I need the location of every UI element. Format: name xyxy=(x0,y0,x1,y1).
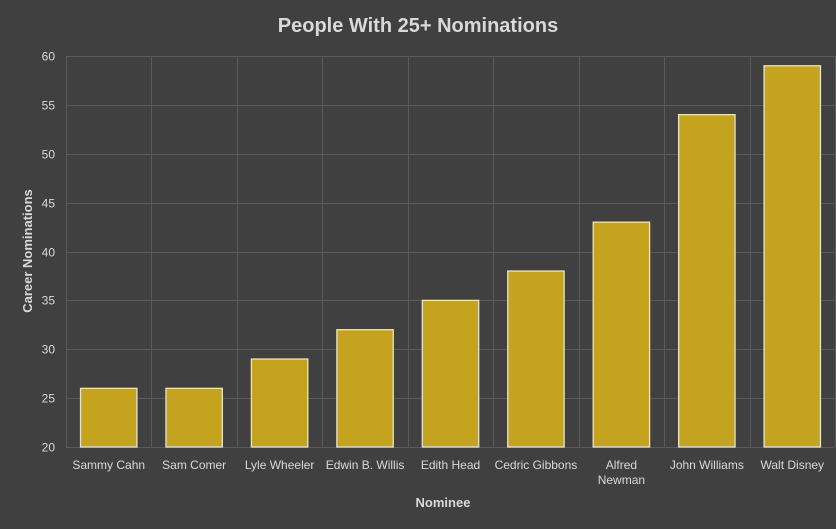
bars: Sammy Cahn: 26 Sam Comer: 26 Lyle Wheeler:… xyxy=(79,65,822,448)
y-tick-label: 30 xyxy=(42,343,56,357)
y-tick-label: 35 xyxy=(42,294,56,308)
y-tick-label: 45 xyxy=(42,197,56,211)
y-tick-label: 40 xyxy=(42,246,56,260)
bar: Walt Disney: 59 xyxy=(763,65,822,448)
bar: Sam Comer: 26 xyxy=(165,387,224,448)
bar: John Williams: 54 xyxy=(677,114,736,448)
x-tick-label: Edwin B. Willis xyxy=(326,458,405,472)
y-tick-label: 60 xyxy=(42,50,56,64)
bar: Alfred Newman: 43 xyxy=(592,221,651,448)
y-tick-label: 55 xyxy=(42,99,56,113)
x-tick-label: Cedric Gibbons xyxy=(495,458,578,472)
x-tick-label: John Williams xyxy=(670,458,744,472)
bar: Sammy Cahn: 26 xyxy=(79,387,138,448)
x-tick-label: Sammy Cahn xyxy=(72,458,145,472)
x-tick-label: Edith Head xyxy=(421,458,480,472)
chart-title: People With 25+ Nominations xyxy=(278,15,558,37)
y-axis-title: Career Nominations xyxy=(20,189,35,313)
y-axis-ticks: 20 25 30 35 40 45 50 55 60 xyxy=(42,50,56,455)
y-tick-label: 50 xyxy=(42,148,56,162)
x-tick-label: Newman xyxy=(598,473,645,487)
x-tick-label: Alfred xyxy=(606,458,637,472)
bar: Edith Head: 35 xyxy=(421,299,480,448)
x-axis-title: Nominee xyxy=(416,495,471,510)
x-tick-label: Walt Disney xyxy=(760,458,824,472)
x-axis-ticks: Sammy Cahn Sam Comer Lyle Wheeler Edwin B. … xyxy=(72,458,824,487)
x-tick-label: Lyle Wheeler xyxy=(245,458,315,472)
y-tick-label: 20 xyxy=(42,441,56,455)
x-tick-label: Sam Comer xyxy=(162,458,226,472)
bar: Edwin B. Willis: 32 xyxy=(336,329,394,448)
bar: Cedric Gibbons: 38 xyxy=(507,270,565,448)
y-tick-label: 25 xyxy=(42,392,56,406)
bar: Lyle Wheeler: 29 xyxy=(250,358,309,448)
gridlines xyxy=(66,56,836,448)
